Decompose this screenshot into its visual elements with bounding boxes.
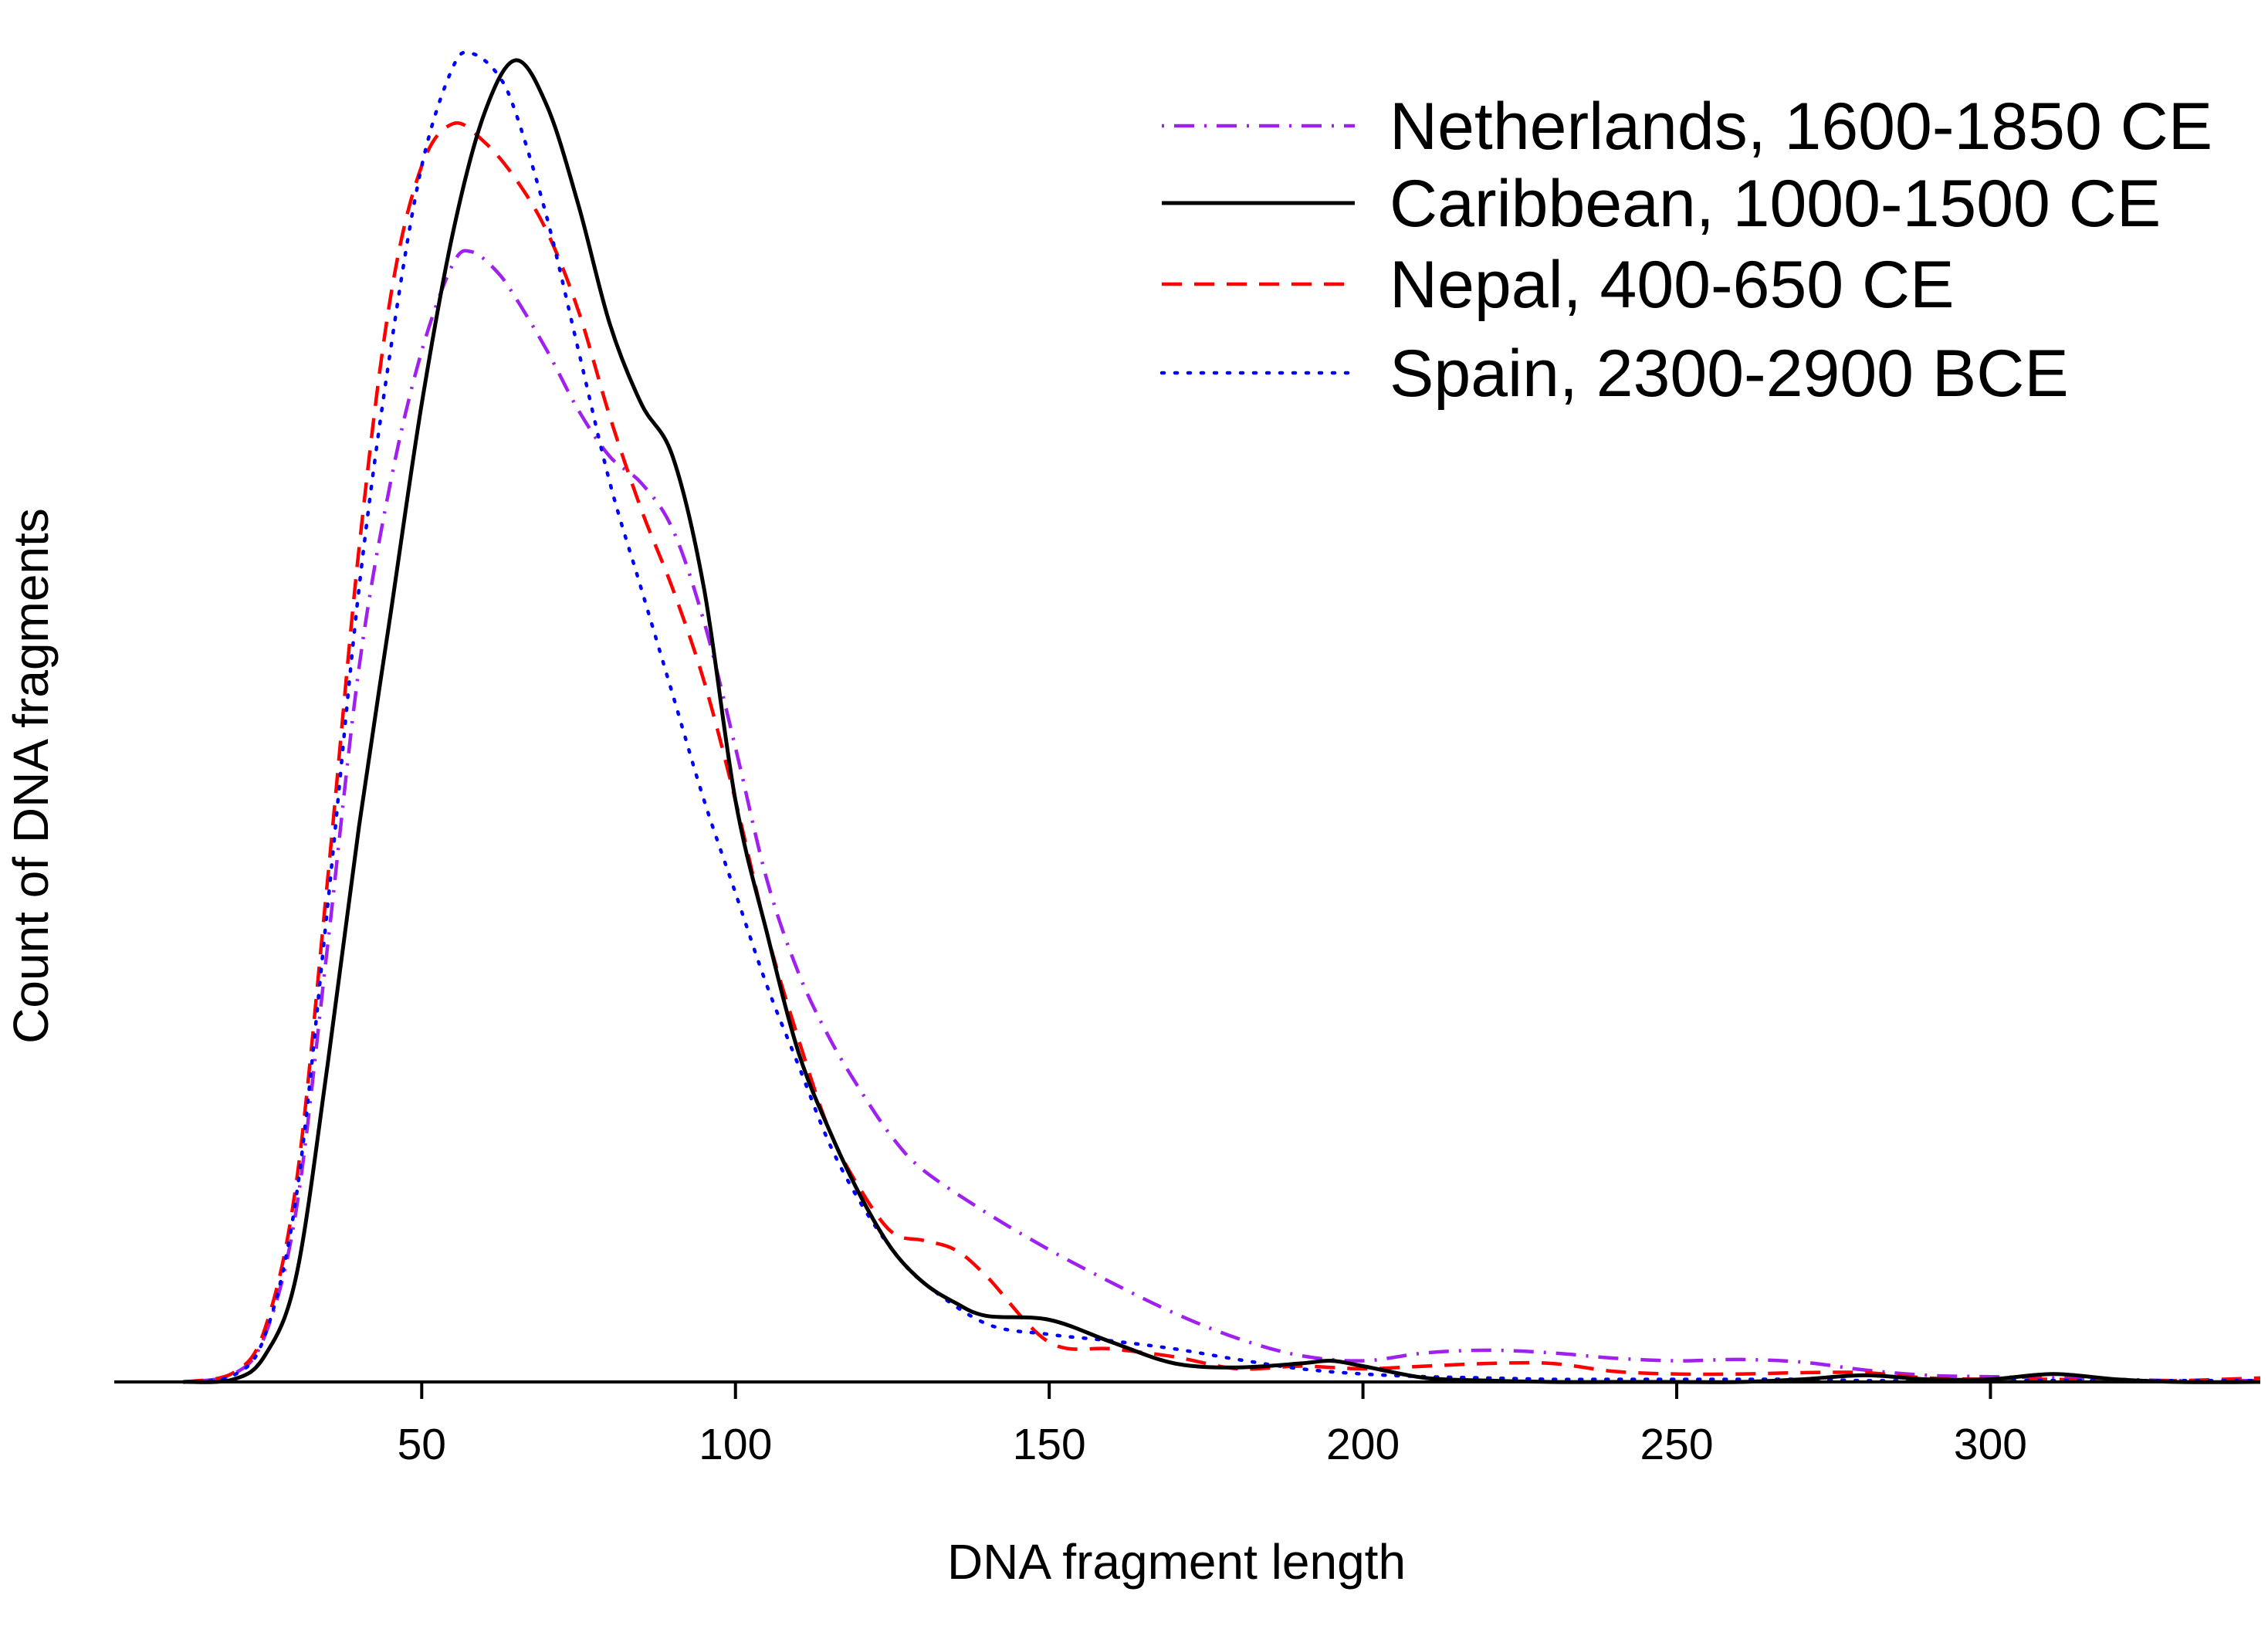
legend-label-3: Spain, 2300-2900 BCE: [1390, 337, 2069, 411]
legend-label-0: Netherlands, 1600-1850 CE: [1390, 90, 2212, 164]
x-tick-label: 150: [1013, 1420, 1086, 1469]
x-axis-ticks: 50 100 150 200 250 300: [398, 1382, 2027, 1469]
series-line-0: [183, 249, 2261, 1384]
x-tick-label: 50: [398, 1420, 446, 1469]
x-tick-label: 300: [1954, 1420, 2027, 1469]
legend-label-1: Caribbean, 1000-1500 CE: [1390, 167, 2161, 241]
x-tick-label: 200: [1326, 1420, 1400, 1469]
y-axis-title: Count of DNA fragments: [3, 508, 59, 1044]
x-tick-label: 100: [699, 1420, 772, 1469]
x-tick-label: 250: [1640, 1420, 1713, 1469]
x-axis-title: DNA fragment length: [947, 1534, 1406, 1590]
legend-label-2: Nepal, 400-650 CE: [1390, 248, 1954, 322]
